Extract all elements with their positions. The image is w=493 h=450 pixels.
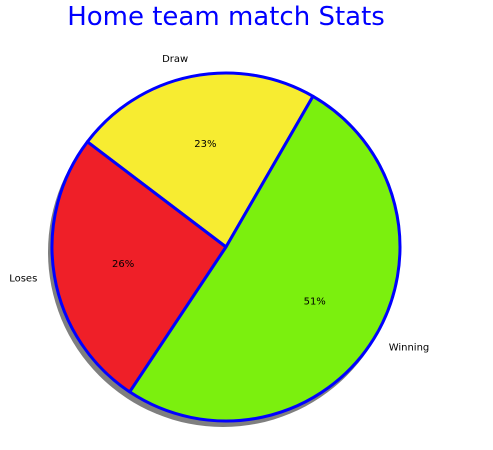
pie-percent-label-draw: 23% (194, 139, 216, 150)
pie-slice-loses (50, 140, 228, 394)
pie-slices (50, 71, 402, 423)
pie-category-label-winning: Winning (389, 342, 430, 353)
pie-labels: 23% Draw 26% Loses 51% Winning (9, 54, 430, 353)
pie-category-label-loses: Loses (9, 273, 37, 284)
pie-slice-draw (85, 71, 315, 249)
chart-title: Home team match Stats (67, 2, 385, 32)
pie-percent-label-loses: 26% (112, 259, 134, 270)
pie-category-label-draw: Draw (162, 54, 188, 65)
pie-slice-winning (128, 94, 402, 423)
pie-percent-label-winning: 51% (304, 297, 326, 308)
